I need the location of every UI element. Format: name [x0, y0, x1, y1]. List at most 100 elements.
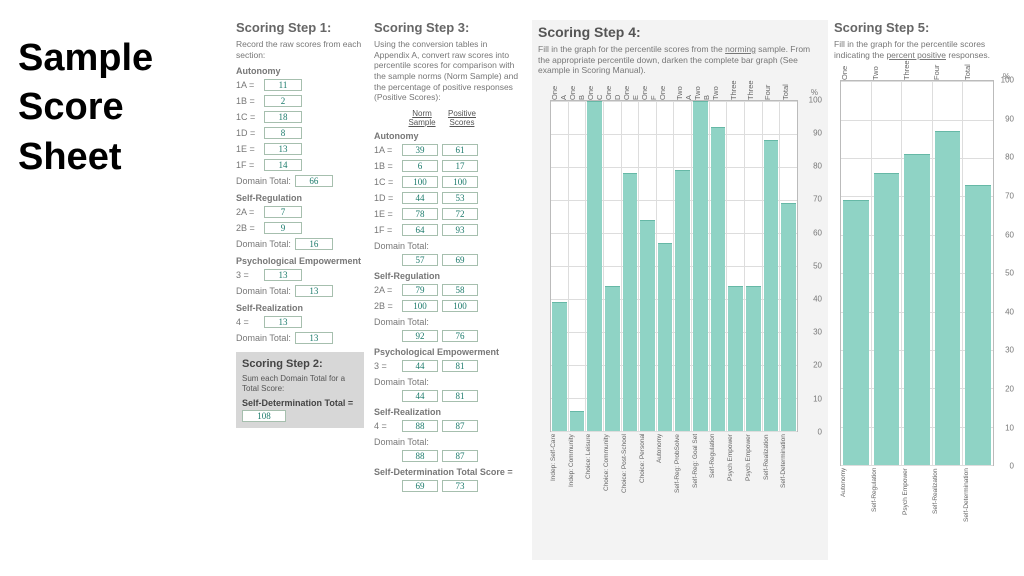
row-label: 1A =: [374, 145, 402, 155]
norm-value: 44: [402, 192, 438, 204]
norm-value: 6: [402, 160, 438, 172]
section-label: Self-Regulation: [236, 193, 364, 203]
y-tick-label: 0: [818, 427, 822, 436]
step5-header: Scoring Step 5:: [834, 20, 1014, 35]
domain-total-pair: 4481: [374, 389, 524, 403]
section-label: Autonomy: [236, 66, 364, 76]
step4-header: Scoring Step 4:: [538, 24, 822, 40]
y-tick-label: 50: [813, 261, 822, 270]
chart-bar: [675, 170, 690, 431]
chart-column: [604, 101, 622, 431]
step1-column: Scoring Step 1: Record the raw scores fr…: [236, 20, 364, 560]
x-top-label: Four: [763, 82, 780, 100]
positive-value: 61: [442, 144, 478, 156]
chart-bar: [874, 173, 900, 465]
score-row-pair: 1B =617: [374, 159, 524, 173]
norm-value: 39: [402, 144, 438, 156]
row-label: 1D =: [374, 193, 402, 203]
x-bottom-label: Self-Reg: Goal Set: [692, 434, 710, 512]
row-label: 3 =: [236, 270, 264, 280]
score-row-pair: 1A =39 61: [374, 143, 524, 157]
page-title: Sample Score Sheet: [18, 34, 153, 182]
chart-column: [551, 101, 569, 431]
chart-bar: [640, 220, 655, 431]
y-tick-label: 60: [813, 228, 822, 237]
chart-bar: [746, 286, 761, 431]
domain-total-row: Domain Total:66: [236, 175, 364, 187]
domain-total-value: 16: [295, 238, 333, 250]
section-label: Autonomy: [374, 131, 524, 141]
y-tick-label: 90: [1005, 114, 1014, 123]
x-top-label: One D: [604, 82, 622, 100]
x-top-label: Three: [729, 82, 746, 100]
chart-bar: [693, 101, 708, 431]
score-value: 13: [264, 316, 302, 328]
score-row: 4 =13: [236, 315, 364, 329]
chart-bar: [658, 243, 673, 431]
step3-column: Scoring Step 3: Using the conversion tab…: [374, 20, 524, 560]
x-bottom-label: Psych Empower: [727, 434, 745, 512]
chart-column: [780, 101, 797, 431]
score-row: 3 =13: [236, 268, 364, 282]
section-label: Psychological Empowerment: [236, 256, 364, 266]
x-top-label: Three: [902, 66, 933, 80]
score-row: 1B =2: [236, 94, 364, 108]
chart-column: [657, 101, 675, 431]
step3-intro: Using the conversion tables in Appendix …: [374, 39, 524, 103]
score-row: 1A =11: [236, 78, 364, 92]
score-row-pair: 3 =4481: [374, 359, 524, 373]
positive-value: 100: [442, 300, 478, 312]
chart-bar: [764, 140, 779, 430]
section-label: Psychological Empowerment: [374, 347, 524, 357]
chart-column: [674, 101, 692, 431]
row-label: 2B =: [374, 301, 402, 311]
y-tick-label: 10: [813, 394, 822, 403]
step4-column: Scoring Step 4: Fill in the graph for th…: [532, 20, 828, 560]
domain-total-label: Domain Total:: [374, 437, 524, 447]
y-tick-label: 70: [1005, 192, 1014, 201]
x-top-label: Four: [932, 66, 963, 80]
x-bottom-label: Self-Regulation: [709, 434, 727, 512]
norm-value: 78: [402, 208, 438, 220]
domain-total-label: Domain Total:: [236, 333, 291, 343]
norm-value: 79: [402, 284, 438, 296]
norm-value: 100: [402, 176, 438, 188]
score-row: 1D =8: [236, 126, 364, 140]
score-row-pair: 1E =7872: [374, 207, 524, 221]
x-top-label: One C: [586, 82, 604, 100]
x-bottom-label: Autonomy: [656, 434, 674, 512]
chart-column: [745, 101, 763, 431]
score-row-pair: 1C =100100: [374, 175, 524, 189]
row-label: 3 =: [374, 361, 402, 371]
x-bottom-label: Self-Realization: [763, 434, 781, 512]
x-top-label: Two A: [675, 82, 693, 100]
row-label: 1E =: [374, 209, 402, 219]
x-bottom-label: Self-Determination: [963, 468, 994, 526]
dt-norm: 88: [402, 450, 438, 462]
y-tick-label: 60: [1005, 230, 1014, 239]
score-value: 18: [264, 111, 302, 123]
row-label: 1C =: [374, 177, 402, 187]
row-label: 1A =: [236, 80, 264, 90]
x-bottom-label: Choice: Post-School: [621, 434, 639, 512]
row-label: 1F =: [236, 160, 264, 170]
step3-header: Scoring Step 3:: [374, 20, 524, 35]
y-tick-label: 40: [1005, 307, 1014, 316]
score-value: 13: [264, 143, 302, 155]
chart-column: [902, 81, 933, 465]
step2-box: Scoring Step 2: Sum each Domain Total fo…: [236, 352, 364, 428]
dt-pos: 81: [442, 390, 478, 402]
y-tick-label: 30: [1005, 346, 1014, 355]
chart-column: [933, 81, 964, 465]
step5-intro: Fill in the graph for the percentile sco…: [834, 39, 1014, 60]
y-tick-label: 10: [1005, 423, 1014, 432]
x-top-label: One A: [550, 82, 568, 100]
step5-column: Scoring Step 5: Fill in the graph for th…: [834, 20, 1014, 560]
chart-column: [763, 101, 781, 431]
score-row: 1E =13: [236, 142, 364, 156]
score-value: 2: [264, 95, 302, 107]
row-label: 1B =: [236, 96, 264, 106]
row-label: 2B =: [236, 223, 264, 233]
chart-bar: [728, 286, 743, 431]
section-label: Self-Regulation: [374, 271, 524, 281]
